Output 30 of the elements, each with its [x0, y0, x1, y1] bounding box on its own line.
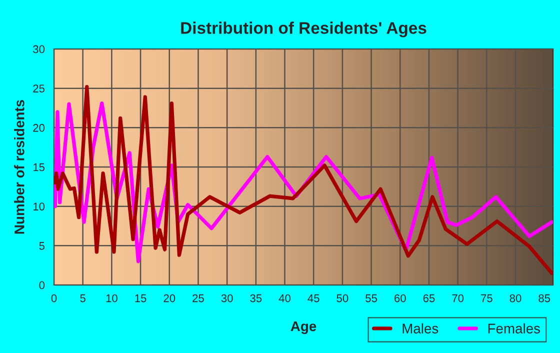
- y-tick-label: 5: [39, 242, 45, 250]
- x-tick-label: 20: [164, 294, 176, 302]
- y-tick-label: 10: [33, 202, 45, 210]
- x-tick-label: 55: [366, 294, 377, 302]
- x-tick-label: 30: [221, 294, 233, 302]
- y-tick-label: 25: [33, 84, 45, 92]
- x-tick-label: 15: [135, 294, 146, 302]
- x-axis-title: Age: [290, 322, 316, 334]
- x-tick-label: 45: [308, 294, 320, 302]
- x-tick-label: 35: [250, 294, 262, 302]
- legend-label: Females: [488, 323, 540, 334]
- y-tick-label: 20: [33, 124, 45, 132]
- y-tick-label: 15: [33, 163, 45, 172]
- y-axis-title: Number of residents: [14, 100, 24, 234]
- x-tick-label: 75: [481, 294, 492, 302]
- x-tick-label: 70: [452, 294, 464, 302]
- x-tick-label: 25: [192, 294, 204, 302]
- y-tick-label: 30: [33, 45, 45, 54]
- x-tick-label: 85: [538, 294, 550, 302]
- y-tick-label: 0: [39, 281, 45, 290]
- x-tick-label: 50: [336, 294, 348, 302]
- x-tick-label: 80: [510, 294, 522, 302]
- x-tick-label: 5: [80, 294, 86, 302]
- legend-label: Males: [402, 323, 438, 334]
- x-tick-label: 60: [394, 294, 406, 302]
- x-tick-label: 65: [423, 294, 435, 302]
- chart-title: Distribution of Residents' Ages: [181, 22, 426, 38]
- x-tick-label: 40: [278, 294, 290, 302]
- x-tick-label: 10: [106, 294, 118, 302]
- x-tick-label: 0: [51, 294, 57, 302]
